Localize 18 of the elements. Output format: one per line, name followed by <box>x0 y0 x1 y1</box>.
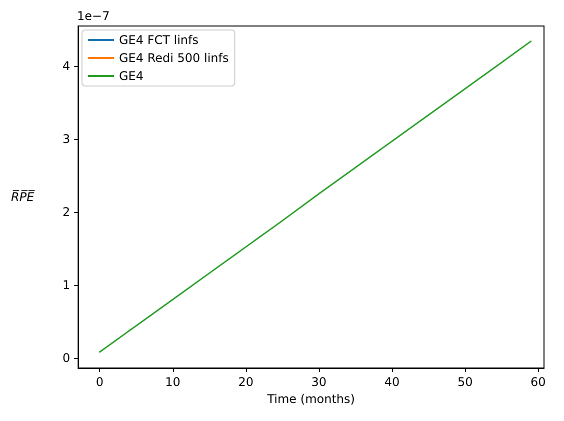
legend-label: GE4 <box>119 69 144 83</box>
legend-label: GE4 FCT linfs <box>119 33 199 47</box>
x-tick-label: 60 <box>530 375 546 389</box>
x-tick-label: 30 <box>311 375 327 389</box>
x-tick-label: 50 <box>457 375 473 389</box>
y-tick-label: 2 <box>62 204 70 219</box>
y-tick-label: 3 <box>62 132 70 146</box>
x-tick-label: 20 <box>238 375 254 389</box>
text: 1e−7 <box>77 9 110 23</box>
legend-label: GE4 Redi 500 linfs <box>119 51 229 65</box>
y-tick-label: 0 <box>62 350 70 365</box>
y-tick-label: 4 <box>62 59 70 74</box>
y-tick-label: 1 <box>62 278 70 292</box>
x-tick-label: 10 <box>165 375 180 389</box>
x-tick-label: 40 <box>384 375 400 389</box>
x-axis-title: Time (months) <box>266 392 355 406</box>
x-tick-label: 0 <box>96 375 104 389</box>
y-axis-title: R̅P̅E̅ <box>11 188 36 204</box>
